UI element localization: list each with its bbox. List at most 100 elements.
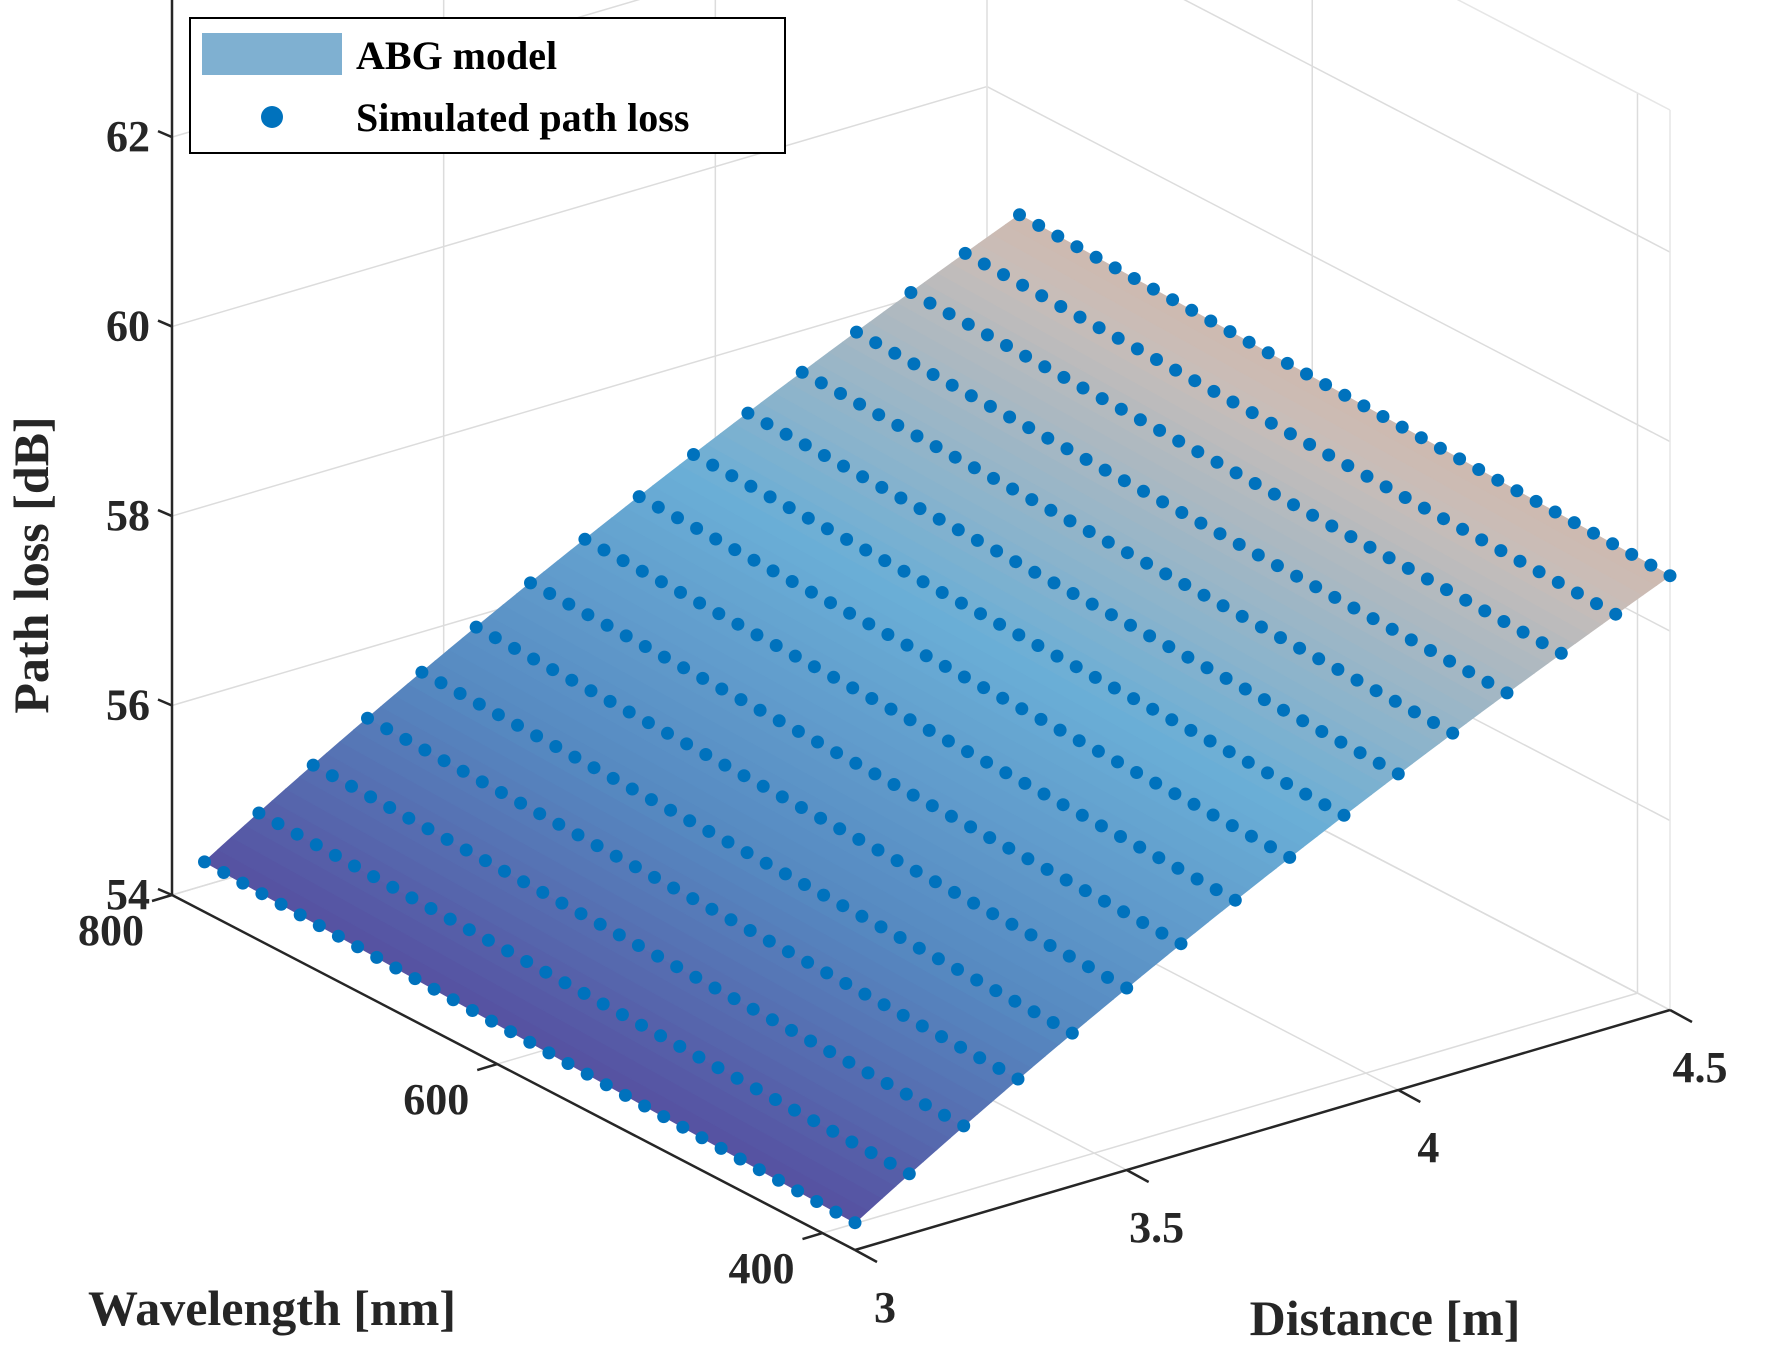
sim-point	[558, 976, 572, 990]
sim-point	[1391, 767, 1405, 781]
z-tick-label: 60	[106, 302, 150, 351]
sim-point	[807, 1114, 821, 1128]
sim-point	[814, 376, 828, 390]
sim-point	[1076, 381, 1090, 395]
sim-point	[967, 896, 981, 910]
sim-point	[775, 790, 789, 804]
sim-point	[706, 458, 720, 472]
sim-point	[861, 1066, 875, 1080]
sim-point	[858, 987, 872, 1001]
sim-point	[1024, 928, 1038, 942]
sim-point	[1066, 587, 1080, 600]
sim-point	[1062, 949, 1076, 963]
sim-point	[961, 317, 975, 331]
sim-point	[1337, 808, 1351, 822]
sim-point	[1510, 484, 1524, 498]
sim-point	[1178, 578, 1192, 591]
sim-point	[1427, 716, 1440, 729]
x-tick-label: 4	[1417, 1123, 1439, 1172]
sim-point	[903, 713, 917, 727]
sim-point	[1035, 289, 1049, 303]
sim-point	[565, 673, 579, 687]
sim-point	[1366, 612, 1380, 626]
sim-point	[852, 832, 866, 846]
sim-point	[651, 949, 665, 963]
sim-point	[1223, 325, 1237, 339]
sim-point	[964, 820, 978, 834]
sim-point	[747, 553, 761, 567]
sim-point	[1120, 981, 1134, 995]
sim-point	[862, 617, 876, 631]
sim-point	[942, 307, 956, 321]
sim-point	[1197, 588, 1211, 602]
sim-point	[1318, 798, 1332, 812]
sim-point	[824, 596, 837, 610]
sim-point	[1497, 615, 1511, 628]
sim-point	[778, 867, 792, 881]
sim-point	[1028, 565, 1042, 579]
sim-point	[1152, 851, 1166, 865]
sim-point	[1136, 916, 1150, 929]
sim-point	[746, 1002, 760, 1016]
sim-point	[964, 389, 978, 403]
sim-point	[1085, 597, 1099, 611]
sim-point	[913, 502, 927, 516]
sim-point	[1360, 469, 1374, 483]
sim-point	[1513, 554, 1527, 568]
sim-point	[690, 521, 704, 535]
sim-point	[1181, 650, 1195, 664]
sim-point	[644, 793, 658, 807]
sim-point	[711, 1061, 725, 1075]
sim-point	[402, 811, 416, 825]
sim-point	[875, 480, 889, 494]
sim-point	[415, 665, 429, 679]
sim-point	[1472, 463, 1486, 476]
sim-point	[699, 748, 713, 761]
sim-point	[744, 479, 758, 493]
sim-point	[763, 490, 777, 504]
legend-point-marker	[261, 106, 283, 128]
sim-point	[883, 1156, 897, 1170]
sim-point	[543, 587, 557, 600]
sim-point	[1137, 484, 1150, 498]
sim-point	[1407, 705, 1421, 719]
sim-point	[894, 491, 908, 505]
sim-point	[1032, 218, 1046, 232]
sim-point	[798, 438, 812, 452]
sim-point	[1027, 1005, 1041, 1019]
sim-point	[1127, 272, 1141, 285]
sim-point	[546, 663, 560, 677]
sim-point	[1251, 548, 1265, 562]
sim-point	[1312, 652, 1326, 666]
sim-point	[427, 982, 441, 996]
sim-point	[970, 973, 984, 987]
sim-point	[680, 737, 694, 751]
sim-point	[687, 448, 700, 461]
sim-point	[1347, 601, 1361, 615]
sim-point	[1404, 633, 1418, 647]
sim-point	[760, 417, 774, 431]
sim-point	[909, 864, 923, 878]
sim-point	[1053, 723, 1067, 737]
sim-point	[772, 714, 786, 728]
sim-point	[910, 429, 924, 443]
sim-point	[843, 606, 857, 620]
sim-point	[817, 888, 831, 902]
sim-point	[1270, 559, 1284, 573]
sim-point	[1133, 840, 1147, 854]
sim-point	[1319, 378, 1333, 392]
sim-point	[958, 246, 972, 260]
sim-point	[1011, 1072, 1025, 1086]
sim-point	[587, 761, 601, 775]
x-tick	[1397, 1088, 1421, 1104]
sim-point	[906, 788, 920, 802]
sim-point	[1000, 339, 1013, 352]
sim-point	[1372, 756, 1386, 770]
sim-point	[517, 875, 531, 889]
sim-point	[721, 835, 735, 849]
sim-point	[619, 629, 633, 643]
sim-point	[421, 822, 435, 836]
sim-point	[820, 522, 834, 536]
sim-point	[1022, 421, 1036, 435]
sim-point	[549, 740, 563, 753]
